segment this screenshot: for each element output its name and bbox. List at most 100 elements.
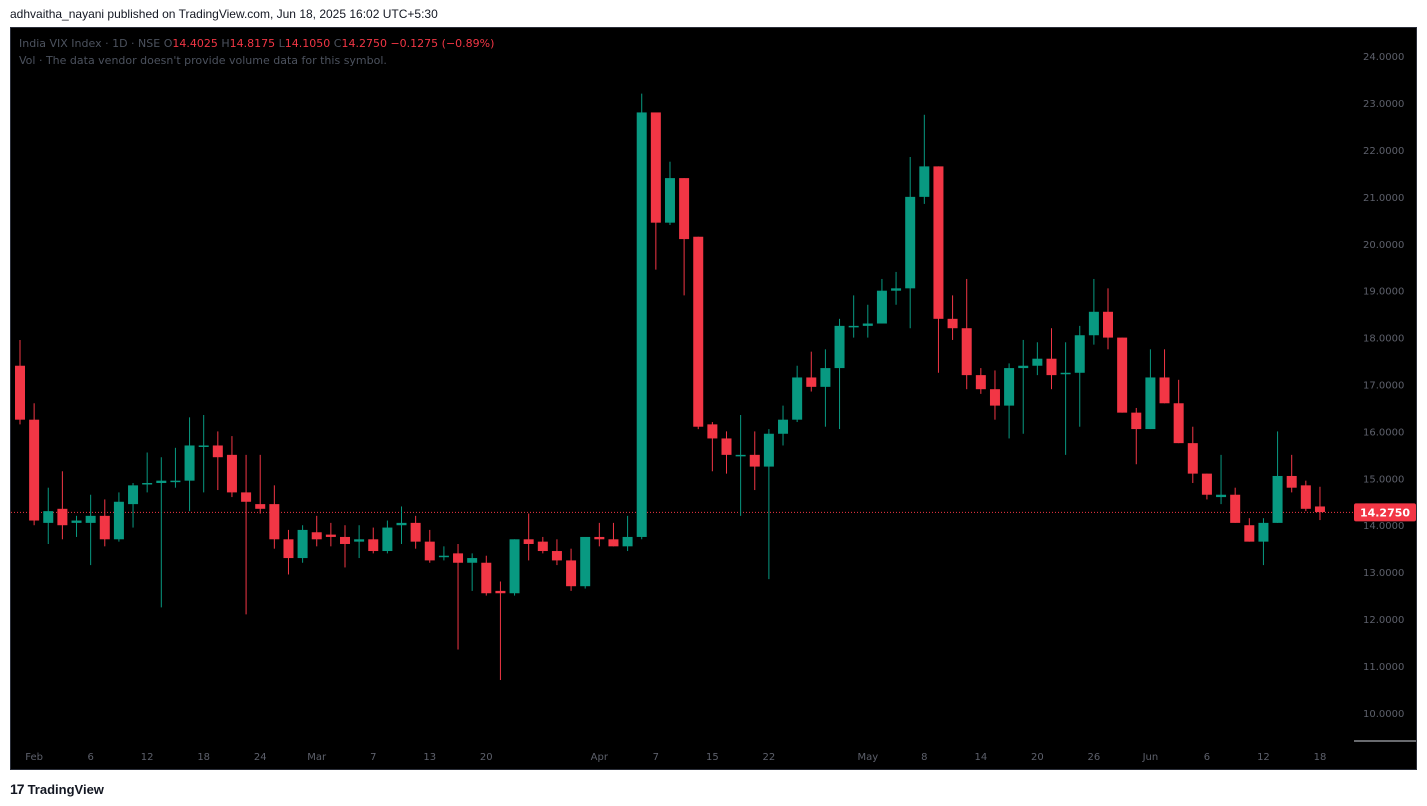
candle[interactable] [1032,342,1043,376]
candle[interactable] [1060,342,1071,455]
candle[interactable] [410,515,421,549]
candle[interactable] [834,318,845,430]
candle[interactable] [735,414,746,516]
candle[interactable] [325,522,336,547]
candle[interactable] [269,485,280,549]
candle[interactable] [693,236,704,430]
candle[interactable] [396,506,407,544]
candle[interactable] [1216,454,1227,505]
candle[interactable] [481,555,492,596]
candle[interactable] [989,370,1000,420]
candle[interactable] [382,520,393,554]
candle-body [1088,311,1099,336]
candle[interactable] [919,114,930,204]
candle[interactable] [792,365,803,423]
candle[interactable] [438,546,449,561]
candle[interactable] [255,454,266,514]
candle[interactable] [156,457,167,608]
candle[interactable] [1004,363,1015,439]
candle[interactable] [99,499,110,547]
candle[interactable] [1286,454,1297,493]
candle[interactable] [509,539,520,596]
candle[interactable] [57,471,68,540]
candle[interactable] [29,403,40,526]
candle[interactable] [650,112,661,270]
candle-body [311,532,322,540]
candle[interactable] [424,529,435,563]
candle[interactable] [1244,518,1255,542]
candle[interactable] [212,431,223,491]
candle[interactable] [523,513,534,561]
candle[interactable] [297,525,308,563]
candle-body [198,445,209,447]
candle[interactable] [721,431,732,474]
candle[interactable] [1258,518,1269,566]
candle[interactable] [128,483,139,528]
candle[interactable] [961,278,972,390]
candle[interactable] [1088,278,1099,345]
candle[interactable] [876,278,887,324]
candle[interactable] [566,548,577,591]
candle[interactable] [580,536,591,589]
candle[interactable] [778,405,789,446]
candle[interactable] [184,417,195,512]
candle[interactable] [198,414,209,493]
candle[interactable] [749,431,760,491]
candle[interactable] [622,515,633,552]
candle[interactable] [15,339,25,425]
candle[interactable] [1046,328,1057,390]
candle[interactable] [848,295,859,338]
candle[interactable] [1103,288,1114,350]
candle[interactable] [311,515,322,547]
candle[interactable] [1314,486,1325,521]
candle[interactable] [283,529,294,575]
candle[interactable] [1201,473,1212,500]
candle[interactable] [142,452,153,493]
candle[interactable] [354,525,365,559]
candle[interactable] [1117,337,1128,413]
candle[interactable] [820,349,831,427]
candle[interactable] [1131,407,1142,465]
candle[interactable] [1173,379,1184,444]
candle[interactable] [1187,426,1198,484]
candle[interactable] [905,156,916,329]
candle-body [594,536,605,540]
candle[interactable] [170,447,181,488]
candlestick-chart[interactable]: 10.0000 11.0000 12.0000 13.0000 14.0000 15.00… [11,28,1416,769]
candle[interactable] [862,304,873,338]
candle[interactable] [679,178,690,296]
candle[interactable] [71,515,82,537]
candle[interactable] [241,454,252,615]
candle[interactable] [1074,325,1085,427]
candle[interactable] [467,553,478,591]
candle[interactable] [763,429,774,580]
candle[interactable] [933,166,944,373]
candle[interactable] [947,295,958,340]
candle[interactable] [891,271,902,305]
candle[interactable] [113,492,124,542]
candle[interactable] [495,581,506,681]
candle[interactable] [1230,487,1241,523]
candle-body [184,445,195,481]
candle[interactable] [43,487,54,544]
candle[interactable] [636,93,647,540]
candle[interactable] [551,539,562,566]
candle[interactable] [608,522,619,547]
candle[interactable] [339,525,350,568]
candle[interactable] [368,527,379,554]
candle[interactable] [537,536,548,554]
candle[interactable] [975,368,986,394]
candle[interactable] [707,422,718,472]
candle[interactable] [1159,349,1170,404]
candle[interactable] [226,436,237,498]
candle[interactable] [664,161,675,226]
candle[interactable] [1145,349,1156,430]
candle[interactable] [1300,480,1311,512]
candle[interactable] [806,351,817,392]
chart-panel[interactable]: 10.0000 11.0000 12.0000 13.0000 14.0000 15.00… [10,27,1417,770]
candle[interactable] [453,543,464,650]
candle[interactable] [594,522,605,547]
candle[interactable] [85,494,96,566]
candle[interactable] [1018,339,1029,434]
candle[interactable] [1272,431,1283,523]
